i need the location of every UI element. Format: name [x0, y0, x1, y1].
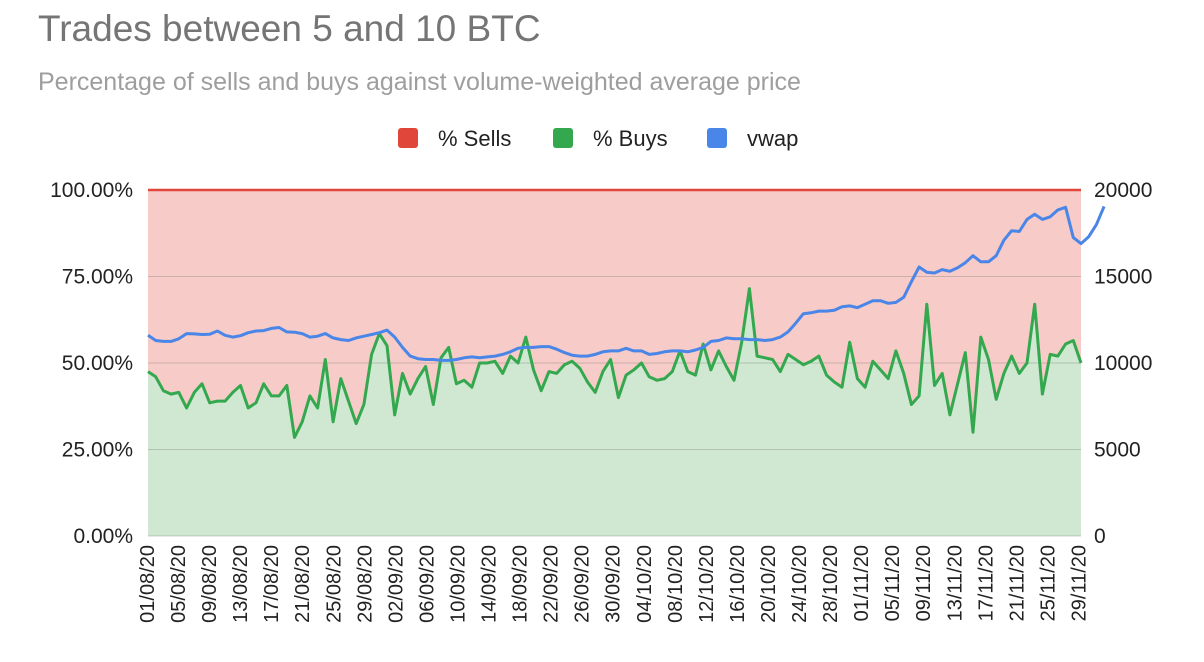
- legend-swatch-buys: [553, 128, 573, 148]
- x-tick-label: 06/09/20: [416, 545, 438, 623]
- x-tick-label: 05/08/20: [168, 545, 190, 623]
- x-tick-label: 02/09/20: [385, 545, 407, 623]
- y-right-tick-label: 10000: [1094, 352, 1152, 375]
- x-tick-label: 05/11/20: [882, 545, 904, 621]
- x-tick-label: 13/08/20: [230, 545, 252, 623]
- legend-swatch-vwap: [707, 128, 727, 148]
- legend-swatch-sells: [398, 128, 418, 148]
- x-tick-label: 04/10/20: [634, 545, 656, 623]
- x-tick-label: 21/11/20: [1006, 545, 1028, 621]
- x-tick-label: 28/10/20: [820, 545, 842, 623]
- x-tick-label: 30/09/20: [603, 545, 625, 623]
- x-tick-label: 09/11/20: [913, 545, 935, 621]
- x-tick-label: 17/08/20: [261, 545, 283, 623]
- x-tick-label: 10/09/20: [448, 545, 470, 623]
- y-left-tick-label: 0.00%: [73, 525, 133, 548]
- x-tick-label: 26/09/20: [572, 545, 594, 623]
- x-tick-label: 01/08/20: [137, 545, 159, 623]
- x-tick-label: 16/10/20: [727, 545, 749, 623]
- x-tick-label: 24/10/20: [789, 545, 811, 623]
- buys-area: [148, 288, 1081, 536]
- legend-label-vwap: vwap: [747, 126, 798, 151]
- legend: % Sells % Buys vwap: [398, 126, 798, 151]
- series-line-vwap: [147, 205, 1106, 362]
- x-tick-label: 12/10/20: [696, 545, 718, 623]
- y-right-tick-label: 5000: [1094, 439, 1141, 462]
- y-right-tick-label: 20000: [1094, 179, 1152, 202]
- x-tick-label: 20/10/20: [758, 545, 780, 623]
- y-left-tick-label: 50.00%: [62, 352, 133, 375]
- x-tick-label: 17/11/20: [975, 545, 997, 621]
- x-tick-label: 21/08/20: [292, 545, 314, 623]
- x-tick-label: 25/11/20: [1037, 545, 1059, 621]
- x-tick-label: 14/09/20: [479, 545, 501, 623]
- legend-label-sells: % Sells: [438, 126, 511, 151]
- legend-label-buys: % Buys: [593, 126, 668, 151]
- x-tick-label: 25/08/20: [323, 545, 345, 623]
- x-tick-label: 13/11/20: [944, 545, 966, 621]
- y-right-tick-label: 15000: [1094, 266, 1152, 289]
- x-tick-label: 18/09/20: [510, 545, 532, 623]
- x-tick-label: 29/11/20: [1068, 545, 1090, 621]
- y-right-tick-label: 0: [1094, 525, 1106, 548]
- y-left-tick-label: 25.00%: [62, 439, 133, 462]
- x-tick-label: 29/08/20: [354, 545, 376, 623]
- plot-area: 0.00% 0 25.00% 5000 50.00% 10000 75.00% 15000 10…: [50, 179, 1152, 623]
- y-left-tick-label: 75.00%: [62, 266, 133, 289]
- y-left-tick-label: 100.00%: [50, 179, 133, 202]
- series-line-buys: [147, 287, 1083, 439]
- x-tick-label: 09/08/20: [199, 545, 221, 623]
- x-tick-label: 08/10/20: [665, 545, 687, 623]
- chart-title: Trades between 5 and 10 BTC: [38, 8, 541, 49]
- x-tick-label: 22/09/20: [541, 545, 563, 623]
- chart-subtitle: Percentage of sells and buys against vol…: [38, 68, 801, 96]
- x-tick-label: 01/11/20: [851, 545, 873, 621]
